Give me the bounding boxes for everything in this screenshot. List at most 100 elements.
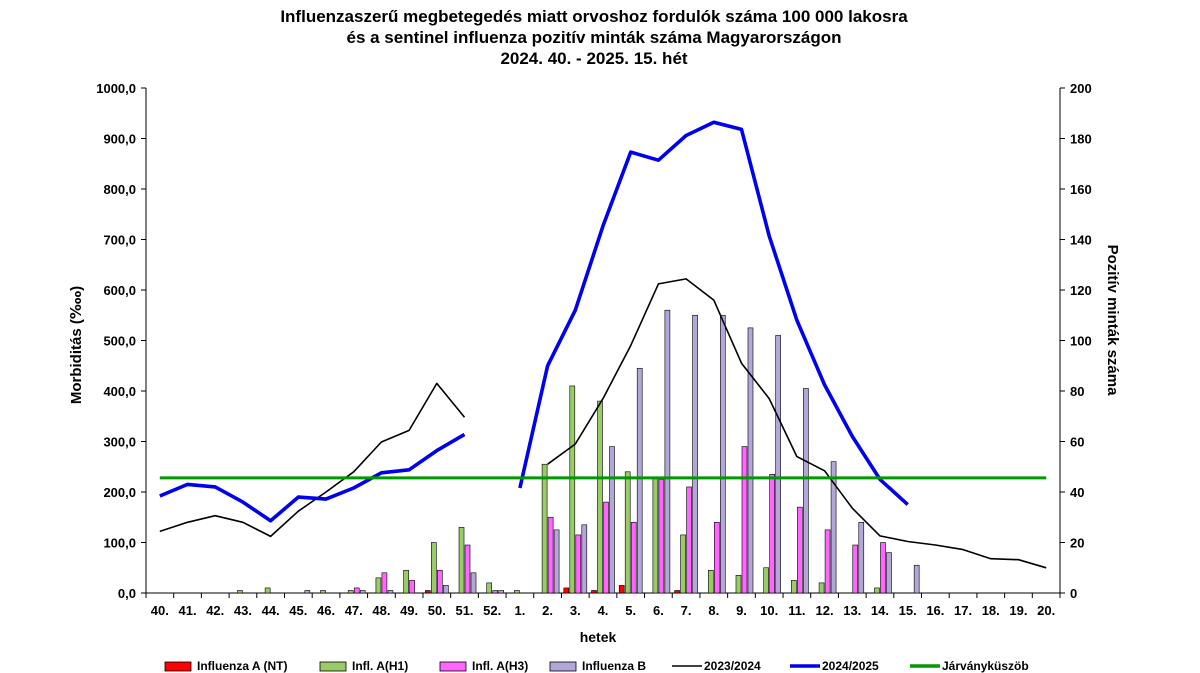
bar xyxy=(492,590,499,594)
bar xyxy=(603,501,609,594)
bar xyxy=(652,476,659,594)
bar xyxy=(609,446,615,594)
bar xyxy=(824,529,831,594)
y-tick-label-right: 200 xyxy=(1070,81,1092,96)
y-tick-label-right: 0 xyxy=(1070,586,1077,601)
y-axis-right-label: Pozitív minták száma xyxy=(1104,245,1121,397)
legend-label: 2024/2025 xyxy=(822,659,879,673)
x-tick-label: 42. xyxy=(206,603,224,618)
x-tick-label: 48. xyxy=(372,603,390,618)
bar xyxy=(630,521,637,594)
bar xyxy=(425,590,431,594)
bar xyxy=(443,585,449,594)
y-tick-label-left: 0,0 xyxy=(118,586,136,601)
x-tick-label: 49. xyxy=(400,603,418,618)
bar xyxy=(763,567,769,594)
y-tick-label-left: 600,0 xyxy=(103,283,136,298)
bar xyxy=(514,590,520,594)
y-axis-label: Morbiditás (‱) xyxy=(68,286,85,404)
bar xyxy=(674,590,680,594)
legend-swatch xyxy=(549,661,577,672)
bar xyxy=(713,521,720,594)
bar xyxy=(618,585,625,594)
bar xyxy=(880,542,886,594)
x-tick-label: 20. xyxy=(1037,603,1055,618)
bar xyxy=(470,572,477,594)
bar xyxy=(353,587,360,594)
x-tick-label: 18. xyxy=(982,603,1000,618)
bar xyxy=(464,544,471,594)
bar xyxy=(741,446,748,594)
bar xyxy=(486,582,493,594)
x-tick-label: 19. xyxy=(1009,603,1027,618)
bar xyxy=(858,521,865,594)
y-tick-label-right: 20 xyxy=(1070,536,1084,551)
x-tick-label: 43. xyxy=(234,603,252,618)
bar xyxy=(581,524,588,594)
bar xyxy=(719,314,726,594)
bar-series-3 xyxy=(304,309,920,594)
bar xyxy=(320,590,326,594)
bar xyxy=(797,506,803,594)
x-tick-label: 50. xyxy=(428,603,446,618)
y-tick-label-right: 100 xyxy=(1070,334,1092,349)
y-tick-label-left: 100,0 xyxy=(103,536,136,551)
bar xyxy=(791,580,797,594)
bar xyxy=(852,544,859,594)
bar xyxy=(387,590,394,594)
bar xyxy=(264,587,271,594)
x-tick-label: 47. xyxy=(345,603,363,618)
line-series-0 xyxy=(159,278,1047,569)
bar xyxy=(707,569,714,594)
bar xyxy=(692,314,698,594)
x-tick-label: 12. xyxy=(816,603,834,618)
x-tick-label: 45. xyxy=(289,603,307,618)
bar xyxy=(769,474,775,594)
y-tick-label-right: 80 xyxy=(1070,384,1084,399)
bar xyxy=(803,388,809,594)
y-tick-label-left: 500,0 xyxy=(103,334,136,349)
chart-title-line-3: 2024. 40. - 2025. 15. hét xyxy=(500,49,688,68)
bar xyxy=(597,400,603,594)
x-tick-label: 7. xyxy=(681,603,692,618)
y-tick-label-right: 120 xyxy=(1070,283,1092,298)
y-tick-label-left: 1000,0 xyxy=(96,81,136,96)
bar xyxy=(498,590,505,594)
bar xyxy=(680,534,686,594)
bar xyxy=(431,542,437,594)
bar-series-0 xyxy=(425,585,680,594)
bar xyxy=(735,575,742,594)
bar xyxy=(591,590,597,594)
bar xyxy=(569,385,576,594)
legend: Influenza A (NT) Infl. A(H1) Infl. A(H3) In… xyxy=(164,659,1029,673)
chart-title: Influenzaszerű megbetegedés miatt orvosh… xyxy=(0,6,1188,69)
x-tick-label: 8. xyxy=(708,603,719,618)
y-tick-label-right: 140 xyxy=(1070,233,1092,248)
x-tick-label: 1. xyxy=(514,603,525,618)
x-tick-label: 44. xyxy=(262,603,280,618)
x-tick-label: 17. xyxy=(954,603,972,618)
y-tick-label-right: 40 xyxy=(1070,485,1084,500)
chart-title-line-1: Influenzaszerű megbetegedés miatt orvosh… xyxy=(280,7,908,26)
x-axis-label: hetek xyxy=(580,629,617,645)
y-tick-label-left: 700,0 xyxy=(103,233,136,248)
bar xyxy=(403,569,409,594)
y-tick-label-left: 400,0 xyxy=(103,384,136,399)
bar-series-group xyxy=(237,309,920,594)
x-tick-label: 13. xyxy=(843,603,861,618)
x-tick-label: 41. xyxy=(179,603,197,618)
legend-swatch xyxy=(164,661,192,672)
bar xyxy=(347,590,354,594)
bar xyxy=(886,552,892,594)
bar xyxy=(575,534,582,594)
bar xyxy=(664,309,671,594)
x-tick-label: 51. xyxy=(455,603,473,618)
bar-series-1 xyxy=(237,385,880,594)
y-tick-label-right: 180 xyxy=(1070,132,1092,147)
legend-label: 2023/2024 xyxy=(704,659,761,673)
x-tick-label: 9. xyxy=(736,603,747,618)
legend-label: Járványküszöb xyxy=(942,659,1029,673)
line-series-1 xyxy=(159,120,909,523)
y-tick-label-left: 200,0 xyxy=(103,485,136,500)
bar xyxy=(359,590,366,594)
